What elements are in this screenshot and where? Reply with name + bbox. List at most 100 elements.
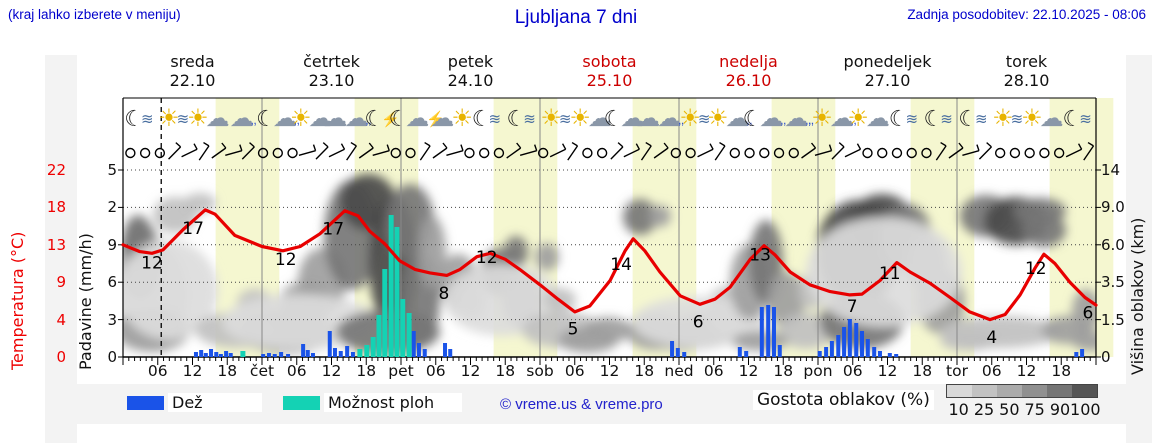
day-abbr-label: ned	[664, 362, 694, 380]
wind-calm-icon	[773, 147, 785, 159]
rain-glyph: ‚‚	[365, 111, 372, 127]
hour-label: 12	[738, 362, 759, 380]
wind-calm-icon	[759, 147, 770, 159]
temperature-label: 12	[141, 253, 163, 273]
temperature-label: 6	[1082, 304, 1093, 324]
fog-glyph: ≋	[1010, 110, 1024, 128]
sun-glyph: ☀	[679, 105, 701, 132]
sun-glyph: ☀	[811, 105, 833, 132]
wind-calm-icon	[125, 147, 136, 159]
temperature-axis-title: Temperatura (°C)	[8, 231, 27, 370]
rain-bar	[737, 347, 742, 357]
wind-barb-icon	[419, 141, 431, 161]
temperature-label: 17	[182, 219, 204, 239]
left-axis-strip	[45, 55, 77, 443]
hour-label: 12	[877, 362, 898, 380]
hour-label: 12	[321, 362, 342, 380]
moon-glyph: ☾	[471, 106, 492, 131]
precip-tick: 5	[107, 161, 117, 179]
cloud-tick: 0	[1101, 348, 1111, 366]
moon-cloud-rain-icon: ☾ ☁ ‚‚	[604, 99, 648, 139]
wind-barb-icon	[801, 142, 817, 159]
wind-calm-icon	[670, 147, 682, 159]
rain-bar	[854, 323, 859, 357]
rain-legend-swatch	[127, 396, 164, 410]
wind-calm-icon	[287, 147, 298, 159]
wind-barb-icon	[211, 142, 227, 159]
rain-glyph: ‚‚	[250, 111, 257, 127]
rain-glyph: ‚‚	[641, 111, 648, 127]
sun-cloud-icon: ☀ ☁	[187, 99, 230, 139]
rain-glyph: ‚‚	[780, 111, 787, 127]
showers-legend-label: Možnost ploh	[324, 393, 462, 412]
sun-glyph: ☀	[158, 105, 180, 132]
wind-barb-icon	[714, 141, 726, 161]
precip-tick: 9	[107, 235, 117, 254]
precipitation-axis-title: Padavine (mm/h)	[76, 233, 95, 370]
wind-calm-icon	[154, 147, 166, 159]
cloud-tick: 9.0	[1101, 198, 1125, 217]
temperature-label: 11	[879, 264, 901, 284]
cloud-sun-icon: ☁ ☀	[430, 99, 473, 139]
wind-barb-icon	[610, 142, 624, 160]
moon-glyph: ☾	[506, 106, 527, 131]
right-axis-strip	[1126, 55, 1152, 443]
sun-fog-icon: ☀ ≋	[540, 99, 572, 139]
moon-cloud-rain-icon: ☾ ☁ ‚‚	[256, 99, 300, 139]
rain-bar	[338, 351, 343, 357]
day-date: 25.10	[586, 71, 633, 90]
wind-barb-icon	[328, 143, 346, 158]
density-segment	[1022, 385, 1047, 397]
rain-bar	[228, 353, 233, 357]
cloud-glyph: ☁	[784, 105, 809, 132]
sun-cloud-rain-icon: ☀ ☁ ‚‚	[290, 99, 335, 139]
hour-label: 06	[286, 362, 307, 380]
fog-glyph: ≋	[1079, 110, 1092, 128]
rain-bar	[865, 339, 870, 357]
rain-glyph: ‚‚	[805, 111, 812, 127]
temp-tick: 13	[46, 235, 66, 254]
wind-barb-icon	[181, 143, 198, 158]
temperature-label: 7	[847, 297, 858, 317]
light-glyph: ⚡	[426, 110, 446, 128]
shower-bar	[357, 349, 363, 357]
wind-calm-icon	[1053, 147, 1065, 159]
temperature-label: 12	[275, 250, 297, 270]
rain-bar	[829, 341, 834, 357]
rain-bar	[675, 348, 680, 357]
wind-barb-icon	[372, 144, 390, 156]
fog-glyph: ≋	[905, 110, 919, 128]
temp-tick: 22	[46, 161, 66, 179]
day-abbr-label: sob	[526, 362, 554, 380]
cloud-tick: 6.0	[1101, 235, 1125, 254]
rain-bar	[766, 305, 771, 357]
temperature-label: 5	[568, 320, 579, 340]
fog-glyph: ≋	[488, 110, 502, 128]
moon-lightning-icon: ☾ ⚡	[364, 99, 400, 139]
wind-barb-icon	[962, 144, 980, 156]
wind-barb-icon	[346, 141, 357, 161]
wind-symbol-row	[125, 141, 1095, 161]
cloud-tick: 1.5	[1101, 310, 1125, 329]
cloud-glyph: ☁	[1039, 105, 1064, 132]
temperature-label: 8	[438, 284, 449, 304]
rain-glyph: ‚‚	[808, 111, 814, 127]
wind-barb-icon	[446, 144, 464, 156]
cloud-glyph: ☁	[272, 105, 297, 132]
fog-glyph: ≋	[558, 110, 572, 128]
cloud-glyph: ☁	[620, 105, 645, 132]
wind-calm-icon	[685, 147, 696, 159]
moon-glyph: ☾	[1062, 106, 1083, 131]
rain-bar	[836, 335, 841, 357]
sun-fog-icon: ☀ ≋	[679, 99, 710, 139]
hour-label: 12	[460, 362, 481, 380]
precip-tick: 2	[107, 198, 117, 217]
hour-label: 06	[147, 362, 168, 380]
rain-bar	[824, 347, 829, 357]
hour-label: 06	[842, 362, 863, 380]
light-glyph: ⚡	[381, 110, 400, 128]
wind-barb-icon	[1083, 141, 1095, 161]
temp-tick: 9	[56, 273, 66, 292]
rain-bar	[301, 344, 306, 357]
fog-glyph: ≋	[940, 110, 953, 128]
